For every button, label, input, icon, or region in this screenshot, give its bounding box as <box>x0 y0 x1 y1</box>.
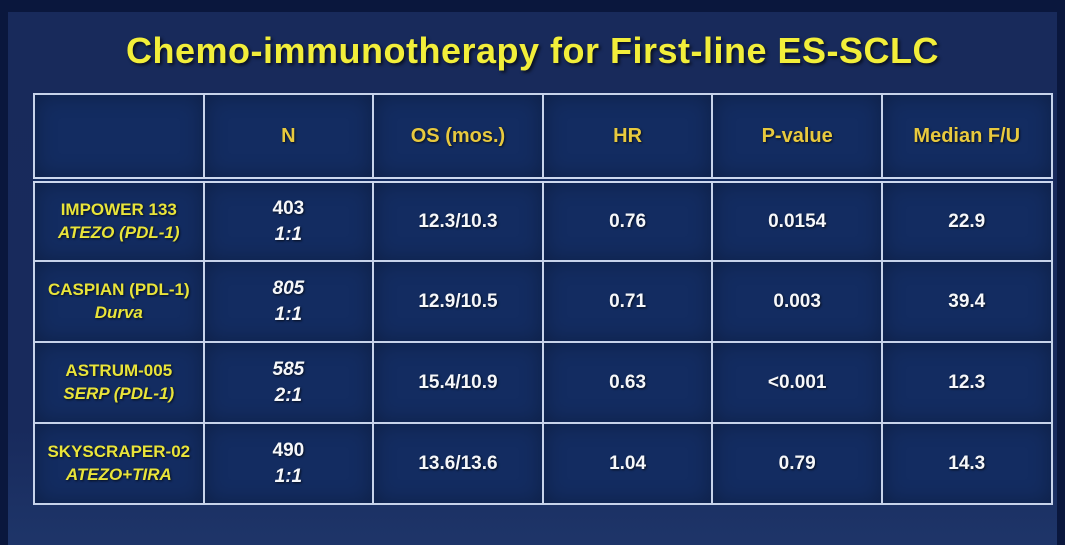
header-median-fu: Median F/U <box>880 93 1053 183</box>
hr-cell: 1.04 <box>541 422 714 505</box>
n-value: 805 <box>272 277 305 299</box>
os-cell: 13.6/13.6 <box>372 422 544 505</box>
n-cell: 805 1:1 <box>202 260 375 343</box>
study-cell: IMPOWER 133 ATEZO (PDL-1) <box>33 179 205 262</box>
study-cell: ASTRUM-005 SERP (PDL-1) <box>33 341 205 424</box>
hr-cell: 0.63 <box>541 341 714 424</box>
os-cell: 12.9/10.5 <box>372 260 544 343</box>
median-fu-cell: 12.3 <box>880 341 1053 424</box>
trials-table: N OS (mos.) HR P-value Median F/U IMPOWE… <box>33 93 1053 505</box>
study-drug: ATEZO+TIRA <box>65 464 172 484</box>
n-cell: 585 2:1 <box>202 341 375 424</box>
os-cell: 15.4/10.9 <box>372 341 544 424</box>
study-name: ASTRUM-005 <box>65 361 173 381</box>
study-drug: ATEZO (PDL-1) <box>58 222 180 242</box>
n-ratio: 1:1 <box>274 303 303 325</box>
n-cell: 490 1:1 <box>202 422 375 505</box>
study-drug: SERP (PDL-1) <box>63 383 175 403</box>
table-row-skyscraper02: SKYSCRAPER-02 ATEZO+TIRA 490 1:1 13.6/13… <box>33 422 1053 505</box>
hr-cell: 0.71 <box>541 260 714 343</box>
table-row-caspian: CASPIAN (PDL-1) Durva 805 1:1 12.9/10.5 … <box>33 260 1053 343</box>
table-header-row: N OS (mos.) HR P-value Median F/U <box>33 93 1053 183</box>
n-ratio: 1:1 <box>274 223 303 245</box>
p-value-cell: <0.001 <box>711 341 883 424</box>
n-ratio: 1:1 <box>274 465 303 487</box>
study-name: SKYSCRAPER-02 <box>47 442 191 462</box>
p-value-cell: 0.003 <box>711 260 883 343</box>
header-os: OS (mos.) <box>372 93 544 183</box>
slide-title: Chemo-immunotherapy for First-line ES-SC… <box>125 30 940 71</box>
median-fu-cell: 39.4 <box>880 260 1053 343</box>
median-fu-cell: 22.9 <box>880 179 1053 262</box>
n-cell: 403 1:1 <box>202 179 375 262</box>
header-n: N <box>202 93 375 183</box>
n-value: 585 <box>272 358 305 380</box>
p-value-cell: 0.0154 <box>711 179 883 262</box>
n-ratio: 2:1 <box>274 384 303 406</box>
table-row-impower133: IMPOWER 133 ATEZO (PDL-1) 403 1:1 12.3/1… <box>33 179 1053 262</box>
p-value-cell: 0.79 <box>711 422 883 505</box>
study-cell: CASPIAN (PDL-1) Durva <box>33 260 205 343</box>
hr-cell: 0.76 <box>541 179 714 262</box>
study-name: IMPOWER 133 <box>60 200 177 220</box>
study-cell: SKYSCRAPER-02 ATEZO+TIRA <box>33 422 205 505</box>
header-study <box>33 93 205 183</box>
table-row-astrum005: ASTRUM-005 SERP (PDL-1) 585 2:1 15.4/10.… <box>33 341 1053 424</box>
n-value: 403 <box>272 197 305 219</box>
os-cell: 12.3/10.3 <box>372 179 544 262</box>
study-drug: Durva <box>94 302 143 322</box>
header-p-value: P-value <box>711 93 883 183</box>
n-value: 490 <box>272 439 305 461</box>
header-hr: HR <box>541 93 714 183</box>
slide-background: Chemo-immunotherapy for First-line ES-SC… <box>8 12 1057 545</box>
study-name: CASPIAN (PDL-1) <box>47 280 190 300</box>
median-fu-cell: 14.3 <box>880 422 1053 505</box>
